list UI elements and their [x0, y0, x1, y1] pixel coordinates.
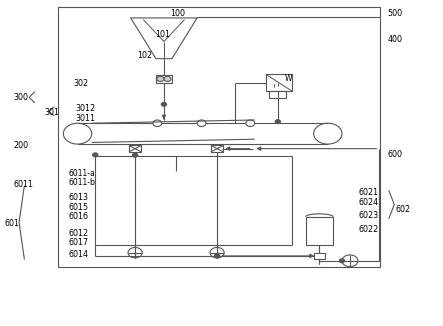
Circle shape [339, 259, 345, 263]
Text: 302: 302 [73, 79, 88, 88]
Text: 6024: 6024 [359, 198, 379, 207]
Text: 100: 100 [171, 8, 186, 18]
Text: 400: 400 [388, 35, 403, 44]
Text: 6011-a: 6011-a [69, 169, 95, 178]
Text: 602: 602 [395, 205, 410, 214]
Text: 500: 500 [388, 8, 403, 18]
Text: 6011: 6011 [13, 180, 33, 189]
Text: 6022: 6022 [359, 225, 379, 234]
Circle shape [246, 120, 255, 126]
Text: 102: 102 [137, 51, 152, 60]
Bar [306, 217, 333, 244]
Bar [269, 91, 286, 98]
Text: W: W [285, 74, 292, 83]
Circle shape [214, 254, 220, 258]
Text: 6013: 6013 [69, 193, 89, 202]
Text: 6017: 6017 [69, 238, 89, 247]
Text: 6012: 6012 [69, 229, 89, 238]
Circle shape [128, 247, 142, 258]
Circle shape [157, 76, 164, 82]
Text: 3012: 3012 [75, 104, 95, 113]
Text: 6023: 6023 [359, 211, 379, 220]
Circle shape [197, 120, 206, 126]
Circle shape [342, 255, 358, 267]
Text: 6015: 6015 [69, 203, 89, 212]
Bar [211, 145, 223, 152]
Polygon shape [131, 18, 197, 59]
Text: 601: 601 [4, 219, 19, 228]
Bar [58, 7, 380, 267]
Circle shape [161, 102, 167, 106]
Text: 300: 300 [13, 93, 28, 102]
Bar [314, 253, 325, 259]
Circle shape [275, 120, 280, 124]
Bar [129, 145, 141, 152]
Circle shape [132, 153, 138, 157]
Circle shape [153, 120, 162, 126]
Text: 301: 301 [44, 108, 59, 117]
Text: 200: 200 [13, 141, 28, 150]
Bar [266, 74, 292, 91]
Text: 6014: 6014 [69, 250, 89, 259]
Text: 600: 600 [388, 150, 403, 159]
Text: 101: 101 [155, 30, 170, 39]
Circle shape [93, 153, 98, 157]
Circle shape [164, 76, 171, 82]
Text: 6011-b: 6011-b [69, 178, 96, 187]
Circle shape [314, 123, 342, 144]
Text: 6021: 6021 [359, 188, 379, 198]
Bar [156, 75, 172, 83]
Circle shape [63, 123, 92, 144]
Circle shape [210, 247, 224, 258]
Text: 3011: 3011 [75, 114, 95, 123]
Text: 6016: 6016 [69, 212, 89, 221]
